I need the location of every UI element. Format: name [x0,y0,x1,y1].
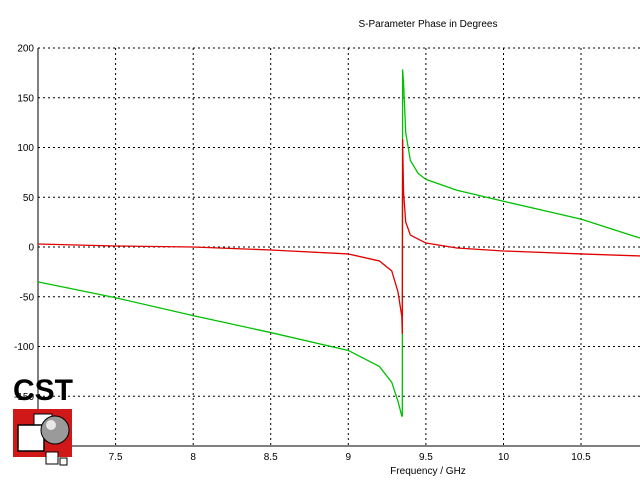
x-tick-label: 8.5 [264,452,278,463]
tick-labels: 7.5 8 8.5 9 9.5 10 10.5 200 150 100 50 0 -50 -100 -150 [14,44,591,464]
y-tick-label: 100 [17,143,34,154]
y-tick-label: 50 [23,193,35,204]
x-tick-label: 7.5 [109,452,123,463]
chart-title: S-Parameter Phase in Degrees [359,19,498,30]
x-tick-label: 10 [498,452,510,463]
cst-logo-text: CST [13,374,73,407]
y-tick-label: -150 [14,392,34,403]
x-tick-label: 9.5 [419,452,433,463]
y-tick-label: 0 [28,243,34,254]
y-tick-label: 200 [17,44,34,55]
y-tick-label: -100 [14,342,34,353]
x-tick-label: 8 [190,452,196,463]
cst-logo-sphere-highlight [46,420,56,430]
cst-logo-tiny-cube [59,457,68,466]
series [37,69,640,417]
cst-logo-cube-front [17,424,45,452]
cst-logo-small-cube [45,451,59,465]
cst-logo: CST [13,374,73,466]
x-tick-label: 10.5 [571,452,591,463]
x-axis-label: Frequency / GHz [390,466,466,477]
series-line-2 [37,138,640,335]
x-tick-label: 9 [346,452,352,463]
grid [38,47,640,446]
cst-logo-sphere [40,415,70,445]
y-tick-label: 150 [17,93,34,104]
y-tick-label: -50 [20,292,35,303]
